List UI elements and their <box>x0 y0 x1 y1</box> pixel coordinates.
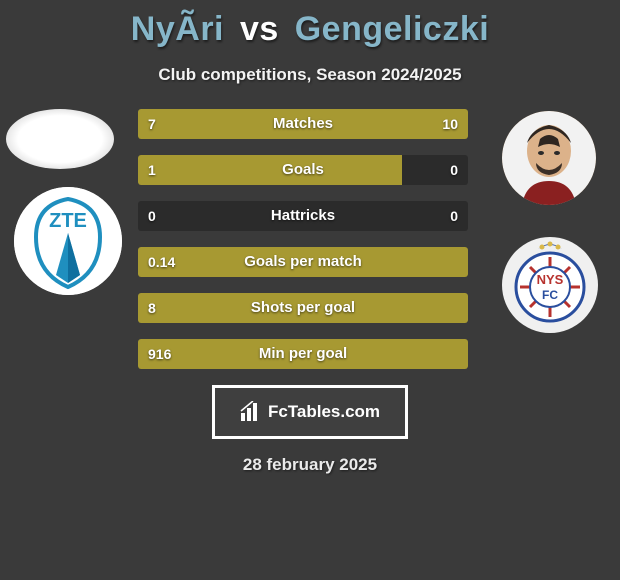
stat-bars: 710Matches 10Goals 00Hattricks 0.14Goals pe… <box>138 109 468 369</box>
comparison-date: 28 february 2025 <box>0 455 620 475</box>
vs-text: vs <box>240 10 279 48</box>
svg-text:ZTE: ZTE <box>49 210 87 232</box>
player2-name: Gengeliczki <box>295 10 489 48</box>
stat-label: Hattricks <box>138 201 468 231</box>
stat-label: Min per goal <box>138 339 468 369</box>
stat-label: Goals <box>138 155 468 185</box>
stat-label: Shots per goal <box>138 293 468 323</box>
player2-face-icon <box>502 111 596 205</box>
zte-crest-icon: ZTE <box>14 187 122 295</box>
stat-row: 00Hattricks <box>138 201 468 231</box>
player2-photo <box>502 111 596 205</box>
player1-club-crest: ZTE <box>14 187 122 295</box>
stat-row: 10Goals <box>138 155 468 185</box>
svg-text:NYS: NYS <box>537 272 564 287</box>
player1-photo <box>6 109 114 169</box>
stat-row: 8Shots per goal <box>138 293 468 323</box>
comparison-stage: ZTE NYS FC 710Matches 10Goals 00Hattricks 0… <box>0 109 620 369</box>
bars-icon <box>240 401 262 423</box>
player2-club-crest: NYS FC <box>502 237 598 333</box>
stat-row: 916Min per goal <box>138 339 468 369</box>
subtitle: Club competitions, Season 2024/2025 <box>0 65 620 85</box>
stat-row: 710Matches <box>138 109 468 139</box>
source-badge: FcTables.com <box>212 385 408 439</box>
stat-label: Goals per match <box>138 247 468 277</box>
player1-name: NyÃ­ri <box>131 10 224 48</box>
nys-crest-icon: NYS FC <box>502 237 598 333</box>
stat-label: Matches <box>138 109 468 139</box>
comparison-title: NyÃ­ri vs Gengeliczki <box>0 0 620 49</box>
svg-text:FC: FC <box>542 288 558 302</box>
source-text: FcTables.com <box>268 402 380 422</box>
stat-row: 0.14Goals per match <box>138 247 468 277</box>
